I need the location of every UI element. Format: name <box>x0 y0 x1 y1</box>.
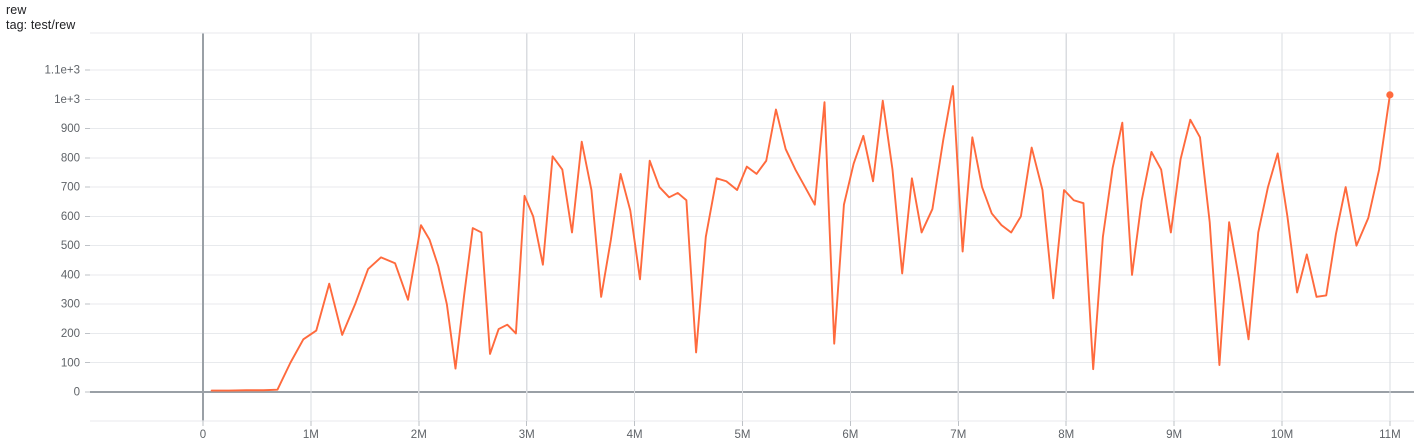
x-tick-label: 0 <box>200 429 206 441</box>
y-axis-tick-labels: 0 100 200 300 400 500 600 700 800 900 1e+3 1.1e+3 <box>45 65 90 399</box>
series-endpoint-marker <box>1386 91 1394 99</box>
x-tick-label: 6M <box>842 429 858 441</box>
x-tick-label: 10M <box>1271 429 1293 441</box>
y-tick-label: 900 <box>61 123 80 135</box>
y-tick-label: 600 <box>61 211 80 223</box>
y-tick-label: 0 <box>74 387 80 399</box>
x-tick-label: 3M <box>519 429 535 441</box>
series-lines[interactable] <box>210 85 1391 392</box>
y-tick-label: 1e+3 <box>54 94 80 106</box>
vertical-gridlines <box>202 33 1391 421</box>
y-tick-label: 400 <box>61 269 80 281</box>
y-tick-label: 800 <box>61 152 80 164</box>
x-tick-label: 8M <box>1058 429 1074 441</box>
x-tick-label: 9M <box>1166 429 1182 441</box>
y-tick-label: 700 <box>61 182 80 194</box>
x-tick-label: 1M <box>303 429 319 441</box>
x-tick-label: 2M <box>411 429 427 441</box>
x-tick-label: 11M <box>1379 429 1401 441</box>
horizontal-gridlines <box>90 69 1414 393</box>
x-tick-label: 7M <box>950 429 966 441</box>
y-tick-label: 300 <box>61 299 80 311</box>
page-title: rew <box>6 3 27 17</box>
chart-tag-label: tag: test/rew <box>6 17 76 32</box>
series-last-point-dot <box>1386 91 1394 99</box>
series-line-test-rew[interactable] <box>210 85 1391 392</box>
x-tick-label: 4M <box>627 429 643 441</box>
x-axis-tick-labels: 0 1M 2M 3M 4M 5M 6M 7M 8M 9M 10M 11M <box>200 421 1401 441</box>
chart-header: rew tag: test/rew <box>6 3 75 33</box>
y-tick-label: 100 <box>61 357 80 369</box>
y-tick-label: 500 <box>61 240 80 252</box>
y-tick-label: 1.1e+3 <box>45 65 81 77</box>
x-tick-label: 5M <box>735 429 751 441</box>
y-tick-label: 200 <box>61 328 80 340</box>
